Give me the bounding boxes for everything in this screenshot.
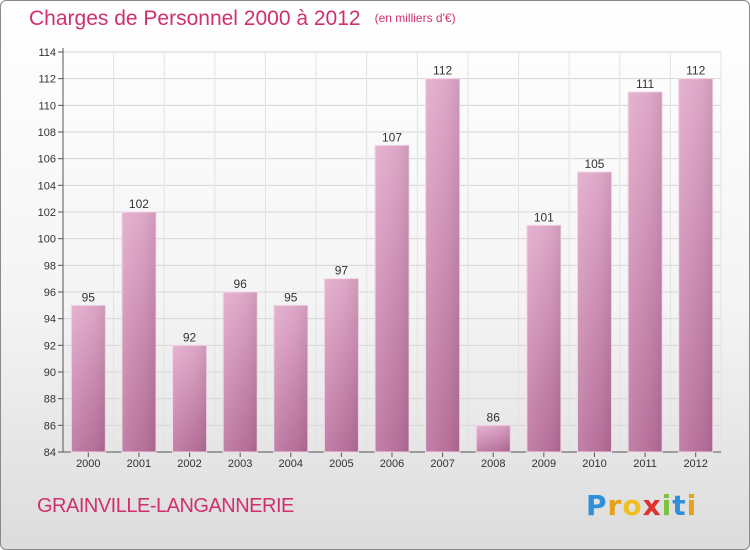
y-tick-label: 92 bbox=[44, 340, 56, 352]
bar-shine bbox=[425, 78, 460, 453]
bar-shine bbox=[324, 278, 359, 452]
bar-shine bbox=[172, 345, 207, 452]
x-tick-label: 2005 bbox=[329, 458, 353, 470]
labels: 84 86 88 90 92 94 96 98 100 102 104 106 108 110 112 114… bbox=[38, 47, 708, 470]
x-tick-label: 2003 bbox=[228, 458, 252, 470]
x-tick-label: 2002 bbox=[177, 458, 201, 470]
bar-shine bbox=[273, 305, 308, 452]
bar-shine bbox=[678, 78, 713, 453]
x-tick-label: 2000 bbox=[76, 458, 100, 470]
value-label: 97 bbox=[335, 264, 349, 278]
y-tick-label: 98 bbox=[44, 260, 56, 272]
x-tick-label: 2011 bbox=[633, 458, 657, 470]
logo-letter: t bbox=[672, 489, 687, 522]
y-tick-label: 110 bbox=[38, 100, 56, 112]
value-label: 107 bbox=[382, 130, 402, 144]
logo-letter: r bbox=[607, 489, 623, 522]
value-label: 102 bbox=[129, 197, 149, 211]
logo-letter: i bbox=[686, 489, 698, 522]
value-label: 112 bbox=[686, 64, 705, 78]
logo-letter: P bbox=[586, 489, 608, 522]
y-tick-label: 90 bbox=[44, 367, 56, 379]
value-label: 112 bbox=[433, 64, 452, 78]
logo-letter: i bbox=[661, 489, 673, 522]
y-tick-label: 86 bbox=[44, 420, 56, 432]
y-tick-label: 94 bbox=[44, 314, 56, 326]
x-tick-label: 2008 bbox=[481, 458, 505, 470]
proxiti-logo[interactable]: Proxiti bbox=[586, 489, 697, 522]
y-tick-label: 96 bbox=[44, 287, 56, 299]
bar-shine bbox=[71, 305, 106, 452]
value-label: 92 bbox=[183, 330, 197, 344]
logo-letter: x bbox=[642, 489, 662, 522]
value-label: 95 bbox=[82, 290, 96, 304]
y-tick-label: 84 bbox=[44, 447, 56, 459]
chart-title: Charges de Personnel 2000 à 2012 bbox=[29, 7, 361, 30]
y-tick-label: 104 bbox=[38, 180, 56, 192]
y-tick-label: 114 bbox=[38, 47, 56, 59]
bar-shine bbox=[526, 225, 561, 452]
x-tick-label: 2009 bbox=[532, 458, 556, 470]
y-tick-label: 106 bbox=[38, 154, 56, 166]
value-label: 96 bbox=[233, 277, 247, 291]
x-tick-label: 2004 bbox=[279, 458, 303, 470]
bar-shine bbox=[121, 212, 156, 452]
chart-title-block: Charges de Personnel 2000 à 2012 (en mill… bbox=[29, 7, 456, 31]
bar-shine bbox=[577, 172, 612, 452]
y-tick-label: 102 bbox=[38, 207, 56, 219]
bar-shine bbox=[476, 425, 511, 452]
x-tick-label: 2007 bbox=[430, 458, 454, 470]
chart-subtitle: (en milliers d'€) bbox=[374, 11, 456, 25]
value-label: 101 bbox=[534, 210, 554, 224]
y-tick-label: 108 bbox=[38, 127, 56, 139]
value-label: 86 bbox=[487, 410, 501, 424]
x-tick-label: 2012 bbox=[683, 458, 707, 470]
value-label: 105 bbox=[584, 157, 604, 171]
bar-shine bbox=[628, 92, 663, 452]
x-tick-label: 2010 bbox=[582, 458, 606, 470]
bars bbox=[70, 78, 714, 453]
y-tick-label: 100 bbox=[38, 234, 56, 246]
bar-shine bbox=[223, 292, 258, 452]
value-label: 111 bbox=[636, 77, 655, 91]
logo-letter: o bbox=[622, 489, 643, 522]
y-tick-label: 112 bbox=[38, 74, 56, 86]
x-tick-label: 2001 bbox=[127, 458, 151, 470]
x-tick-label: 2006 bbox=[380, 458, 404, 470]
city-name: GRAINVILLE-LANGANNERIE bbox=[37, 495, 294, 517]
value-label: 95 bbox=[284, 290, 298, 304]
y-tick-label: 88 bbox=[44, 394, 56, 406]
bar-shine bbox=[375, 145, 409, 453]
